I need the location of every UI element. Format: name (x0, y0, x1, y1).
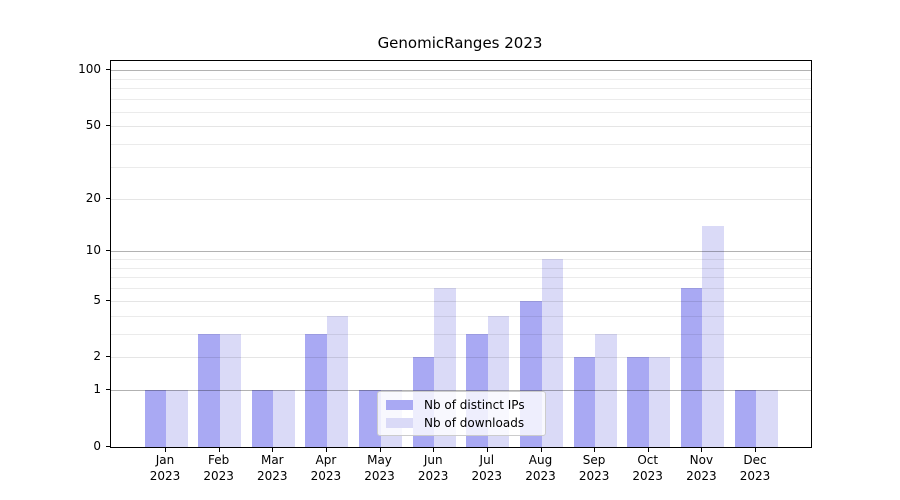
legend-item-distinct-ips: Nb of distinct IPs (386, 398, 537, 412)
gridline-30 (111, 166, 811, 168)
bar-aug-downloads (541, 259, 563, 447)
bar-dec-distinct-ips (734, 390, 756, 447)
y-tick-label-10: 10 (85, 243, 101, 258)
x-tick-label-feb: Feb 2023 (203, 453, 234, 483)
x-tick-mark-mar (272, 447, 274, 452)
bar-nov-distinct-ips (680, 288, 703, 447)
x-tick-label-apr: Apr 2023 (310, 453, 342, 483)
x-tick-mark-dec (755, 447, 756, 452)
y-tick-label-20: 20 (85, 190, 101, 205)
x-tick-mark-oct (647, 447, 649, 452)
x-tick-mark-jun (433, 447, 435, 452)
x-tick-label-may: May 2023 (364, 453, 395, 483)
bar-sep-distinct-ips (573, 357, 596, 447)
x-tick-label-aug: Aug 2023 (525, 453, 556, 483)
gridline-8 (111, 267, 811, 269)
legend-label-downloads: Nb of downloads (424, 415, 525, 430)
x-tick-label-jan: Jan 2023 (149, 453, 181, 483)
y-tick-label-2: 2 (93, 349, 101, 364)
y-tick-label-5: 5 (93, 292, 101, 307)
y-tick-label-100: 100 (78, 62, 101, 77)
bar-oct-distinct-ips (627, 357, 649, 447)
legend-swatch-downloads (386, 417, 413, 428)
y-tick-mark-2 (106, 356, 110, 358)
x-tick-mark-sep (594, 447, 596, 452)
bar-feb-distinct-ips (198, 333, 220, 447)
y-tick-mark-10 (106, 250, 110, 252)
gridline-70 (111, 99, 811, 101)
gridline-4 (111, 315, 811, 317)
x-tick-mark-jul (486, 447, 488, 452)
legend-label-distinct-ips: Nb of distinct IPs (424, 397, 525, 412)
gridline-90 (111, 78, 811, 80)
gridline-2 (111, 357, 811, 359)
x-tick-mark-may (379, 447, 381, 452)
bar-mar-distinct-ips (251, 390, 274, 447)
x-tick-mark-jan (165, 447, 166, 452)
bar-oct-downloads (648, 357, 671, 447)
bar-mar-downloads (273, 390, 295, 447)
bar-dec-downloads (756, 390, 778, 447)
x-tick-label-sep: Sep 2023 (578, 453, 610, 483)
y-tick-mark-20 (106, 197, 110, 199)
x-tick-label-mar: Mar 2023 (257, 453, 288, 483)
gridline-40 (111, 144, 811, 145)
y-tick-mark-1 (106, 389, 110, 391)
bar-sep-downloads (595, 333, 617, 447)
y-tick-mark-50 (106, 125, 110, 127)
x-tick-label-oct: Oct 2023 (632, 453, 663, 483)
gridline-50 (111, 126, 811, 128)
y-tick-mark-100 (106, 69, 110, 71)
gridline-100 (111, 70, 811, 72)
y-tick-mark-0 (106, 446, 110, 447)
x-tick-label-jun: Jun 2023 (417, 453, 449, 483)
x-tick-label-nov: Nov 2023 (686, 453, 717, 483)
y-tick-label-0: 0 (93, 439, 101, 453)
x-tick-mark-feb (218, 447, 220, 452)
x-tick-mark-apr (325, 447, 327, 452)
bar-apr-distinct-ips (305, 333, 327, 447)
gridline-1 (111, 390, 811, 392)
gridline-7 (111, 277, 811, 279)
chart-title: GenomicRanges 2023 (377, 34, 543, 52)
plot-area (110, 60, 812, 448)
y-tick-mark-5 (106, 299, 110, 301)
bar-nov-downloads (702, 226, 724, 447)
gridline-60 (111, 111, 811, 113)
gridline-10 (111, 251, 811, 253)
legend-swatch-distinct-ips (386, 399, 413, 410)
bar-apr-downloads (326, 315, 349, 447)
bar-jan-downloads (166, 390, 188, 447)
gridline-3 (111, 333, 811, 335)
bar-jan-distinct-ips (144, 390, 166, 447)
gridline-9 (111, 259, 811, 261)
bar-feb-downloads (219, 333, 242, 447)
gridline-20 (111, 198, 811, 200)
x-tick-label-dec: Dec 2023 (739, 453, 771, 483)
x-tick-mark-aug (540, 447, 542, 452)
gridline-6 (111, 288, 811, 290)
y-tick-label-1: 1 (93, 382, 101, 397)
y-tick-label-50: 50 (85, 118, 101, 133)
gridline-5 (111, 300, 811, 302)
bar-may-distinct-ips (359, 390, 381, 447)
gridline-80 (111, 88, 811, 90)
legend: Nb of distinct IPs Nb of downloads (377, 391, 546, 436)
x-tick-mark-nov (701, 447, 703, 452)
legend-item-downloads: Nb of downloads (386, 416, 537, 430)
x-tick-label-jul: Jul 2023 (471, 453, 503, 483)
